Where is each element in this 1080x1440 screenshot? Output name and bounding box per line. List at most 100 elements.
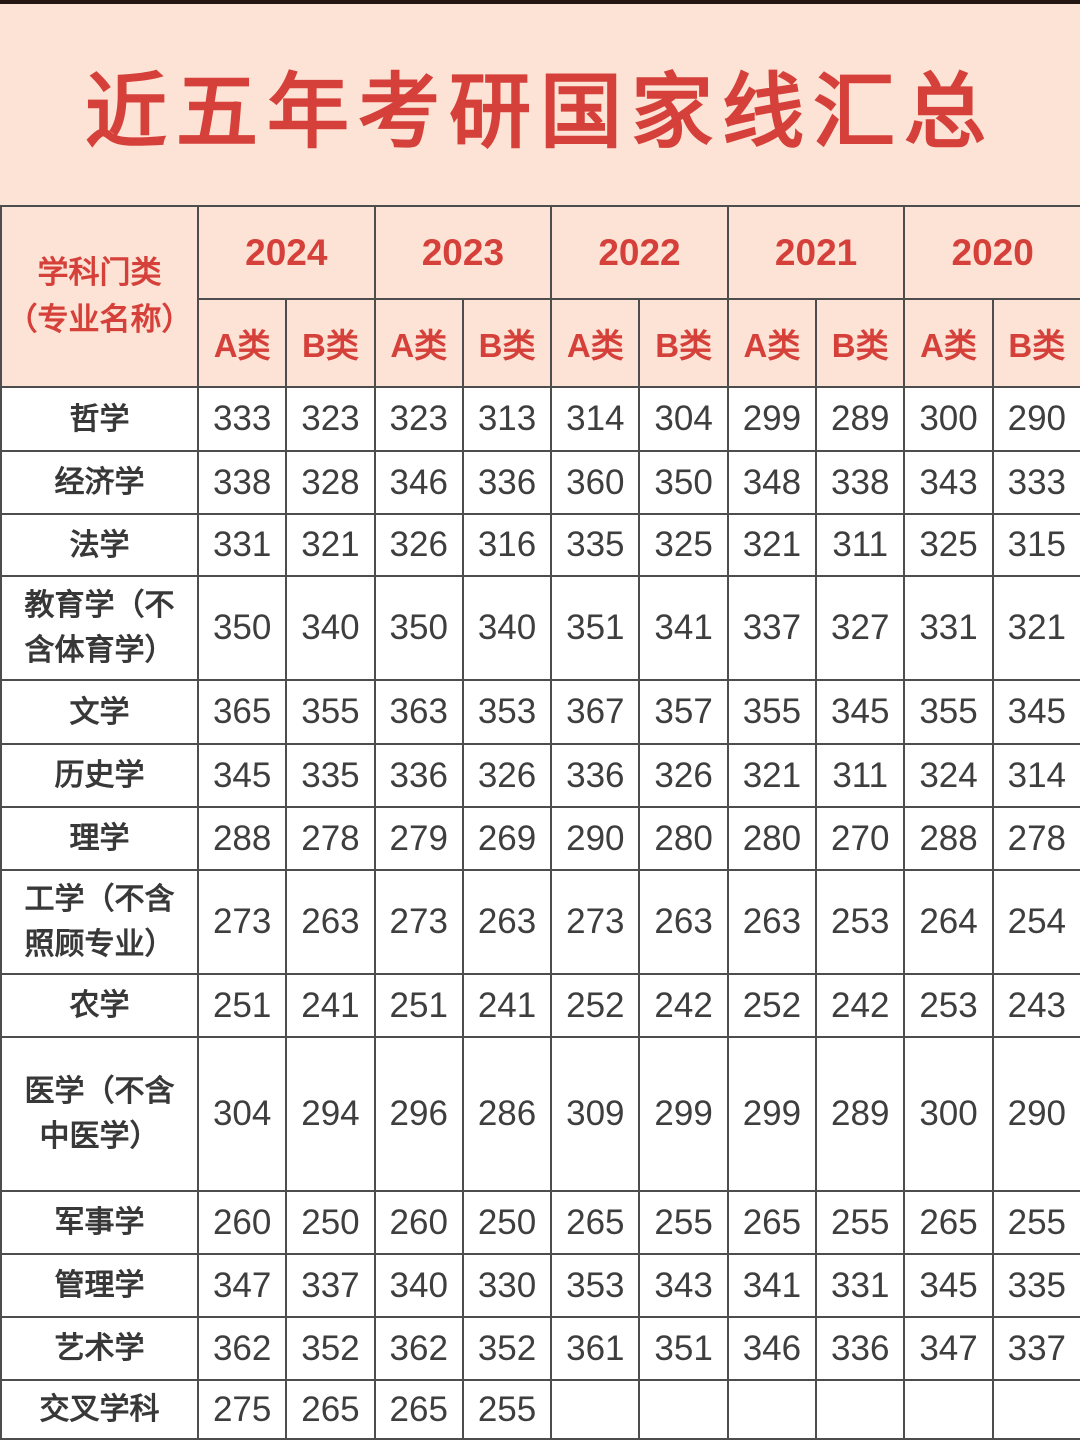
score-cell: 350 bbox=[638, 450, 729, 515]
row-label: 艺术学 bbox=[0, 1316, 199, 1381]
score-cell: 270 bbox=[815, 806, 906, 871]
year-header-2022: 2022 bbox=[550, 205, 729, 300]
score-cell: 242 bbox=[638, 973, 729, 1038]
score-cell: 286 bbox=[461, 1036, 553, 1192]
score-cell bbox=[903, 1379, 994, 1440]
class-header-a: A类 bbox=[550, 298, 641, 388]
score-cell: 340 bbox=[285, 575, 376, 681]
score-cell: 290 bbox=[991, 386, 1080, 452]
score-cell bbox=[550, 1379, 641, 1440]
score-cell: 328 bbox=[285, 450, 376, 515]
score-cell: 299 bbox=[638, 1036, 729, 1192]
score-cell: 242 bbox=[815, 973, 906, 1038]
score-cell: 275 bbox=[196, 1379, 288, 1440]
class-header-b: B类 bbox=[815, 298, 906, 388]
year-header-2020: 2020 bbox=[903, 205, 1080, 300]
score-cell: 263 bbox=[726, 869, 818, 975]
row-label: 教育学（不含体育学） bbox=[0, 575, 199, 681]
row-label: 法学 bbox=[0, 513, 199, 577]
score-cell: 300 bbox=[903, 1036, 994, 1192]
score-cell: 325 bbox=[903, 513, 994, 577]
class-header-a: A类 bbox=[373, 298, 464, 388]
score-cell: 289 bbox=[815, 386, 906, 452]
score-cell: 357 bbox=[638, 679, 729, 745]
score-cell: 290 bbox=[550, 806, 641, 871]
score-cell: 355 bbox=[285, 679, 376, 745]
score-cell: 353 bbox=[550, 1253, 641, 1318]
row-label: 管理学 bbox=[0, 1253, 199, 1318]
score-cell: 355 bbox=[903, 679, 994, 745]
row-label: 历史学 bbox=[0, 743, 199, 808]
score-cell bbox=[815, 1379, 906, 1440]
score-cell: 273 bbox=[550, 869, 641, 975]
score-cell: 315 bbox=[991, 513, 1080, 577]
score-cell bbox=[638, 1379, 729, 1440]
score-cell: 251 bbox=[373, 973, 464, 1038]
score-cell: 260 bbox=[196, 1190, 288, 1255]
score-cell: 331 bbox=[815, 1253, 906, 1318]
table-row: 医学（不含中医学） 304 294 296 286 309 299 299 289 300 290 bbox=[0, 1036, 1080, 1192]
score-cell: 300 bbox=[903, 386, 994, 452]
score-cell: 326 bbox=[638, 743, 729, 808]
score-cell: 327 bbox=[815, 575, 906, 681]
score-cell: 263 bbox=[461, 869, 553, 975]
table-row: 教育学（不含体育学） 350 340 350 340 351 341 337 327 331 321 bbox=[0, 575, 1080, 681]
score-cell: 254 bbox=[991, 869, 1080, 975]
score-cell: 278 bbox=[991, 806, 1080, 871]
score-cell: 336 bbox=[815, 1316, 906, 1381]
score-cell bbox=[991, 1379, 1080, 1440]
score-cell: 241 bbox=[285, 973, 376, 1038]
score-cell: 338 bbox=[815, 450, 906, 515]
row-label: 哲学 bbox=[0, 386, 199, 452]
score-cell: 321 bbox=[726, 743, 818, 808]
score-cell: 337 bbox=[991, 1316, 1080, 1381]
score-cell: 338 bbox=[196, 450, 288, 515]
year-header-2021: 2021 bbox=[726, 205, 906, 300]
table-row: 艺术学 362 352 362 352 361 351 346 336 347 337 bbox=[0, 1316, 1080, 1381]
score-cell bbox=[726, 1379, 818, 1440]
row-label: 理学 bbox=[0, 806, 199, 871]
score-cell: 296 bbox=[373, 1036, 464, 1192]
class-header-a: A类 bbox=[903, 298, 994, 388]
score-cell: 347 bbox=[903, 1316, 994, 1381]
score-cell: 280 bbox=[726, 806, 818, 871]
page-title: 近五年考研国家线汇总 bbox=[84, 67, 995, 158]
score-cell: 325 bbox=[638, 513, 729, 577]
row-label: 交叉学科 bbox=[0, 1379, 199, 1440]
year-header-row: 学科门类 （专业名称） 2024 2023 2022 2021 2020 bbox=[0, 205, 1080, 388]
score-cell: 265 bbox=[726, 1190, 818, 1255]
table-row: 哲学 333 323 323 313 314 304 299 289 300 290 bbox=[0, 386, 1080, 452]
score-cell: 326 bbox=[373, 513, 464, 577]
score-cell: 289 bbox=[815, 1036, 906, 1192]
score-cell: 255 bbox=[815, 1190, 906, 1255]
score-cell: 311 bbox=[815, 513, 906, 577]
score-cell: 346 bbox=[373, 450, 464, 515]
score-cell: 243 bbox=[991, 973, 1080, 1038]
score-cell: 304 bbox=[196, 1036, 288, 1192]
score-cell: 323 bbox=[373, 386, 464, 452]
score-cell: 273 bbox=[196, 869, 288, 975]
table-body: 哲学 333 323 323 313 314 304 299 289 300 290 经济学 338 32… bbox=[0, 386, 1080, 1440]
score-cell: 346 bbox=[726, 1316, 818, 1381]
score-cell: 353 bbox=[461, 679, 553, 745]
top-edge-strip bbox=[0, 0, 1080, 4]
class-header-a: A类 bbox=[196, 298, 288, 388]
score-cell: 351 bbox=[638, 1316, 729, 1381]
score-cell: 347 bbox=[196, 1253, 288, 1318]
score-cell: 280 bbox=[638, 806, 729, 871]
score-cell: 294 bbox=[285, 1036, 376, 1192]
score-cell: 352 bbox=[461, 1316, 553, 1381]
score-cell: 265 bbox=[285, 1379, 376, 1440]
score-cell: 252 bbox=[726, 973, 818, 1038]
class-header-b: B类 bbox=[991, 298, 1080, 388]
corner-header-line1: 学科门类 bbox=[37, 255, 162, 290]
score-cell: 253 bbox=[815, 869, 906, 975]
table-row: 法学 331 321 326 316 335 325 321 311 325 315 bbox=[0, 513, 1080, 577]
class-header-row: A类 B类 A类 B类 A类 B类 A类 B类 A类 B类 bbox=[1, 298, 1080, 388]
score-cell: 251 bbox=[196, 973, 288, 1038]
score-cell: 279 bbox=[373, 806, 464, 871]
score-cell: 265 bbox=[903, 1190, 994, 1255]
score-cell: 341 bbox=[726, 1253, 818, 1318]
table-row: 历史学 345 335 336 326 336 326 321 311 324 314 bbox=[0, 743, 1080, 808]
score-cell: 330 bbox=[461, 1253, 553, 1318]
